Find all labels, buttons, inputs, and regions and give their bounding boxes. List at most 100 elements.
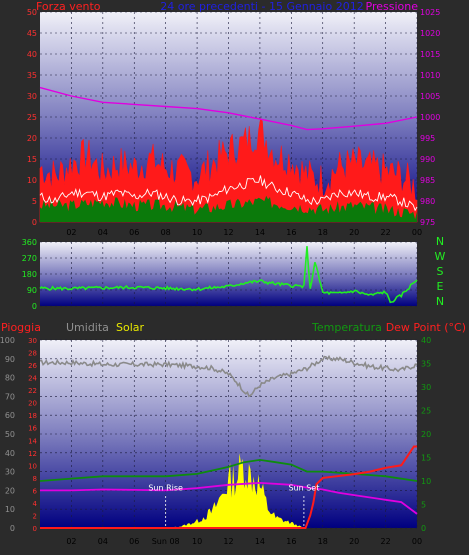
hum-tick-100: 100 <box>0 336 15 345</box>
temp-tick-20: 20 <box>421 430 431 439</box>
tick-right-1015: 1015 <box>420 50 440 59</box>
series-umidita <box>39 354 418 398</box>
series-dewpoint <box>40 481 418 515</box>
temp-tick-40: 40 <box>421 336 431 345</box>
tick-left-50: 50 <box>27 8 37 17</box>
title-umidita: Umidita <box>66 321 109 334</box>
series-pioggia <box>40 445 417 529</box>
temp-tick-5: 5 <box>421 501 426 510</box>
hum-tick-70: 70 <box>5 392 15 401</box>
tick-x-08: 08 <box>161 228 171 237</box>
tick-left-15: 15 <box>27 155 37 164</box>
hum-tick-0: 0 <box>10 524 15 533</box>
title-date: 24 ore precedenti - 15 Gennaio 2012 <box>160 0 363 13</box>
rh-tick-x-3: Sun 08 <box>152 537 180 546</box>
rain-tick-18: 18 <box>28 412 37 420</box>
tick-x-20: 20 <box>349 228 359 237</box>
panel-wind-pressure: Forza vento 24 ore precedenti - 15 Genna… <box>27 0 441 237</box>
rain-tick-20: 20 <box>28 400 37 408</box>
panel-rain-humidity: Pioggia Umidita Solar Temperatura Dew Po… <box>0 321 466 546</box>
series-pressione <box>39 86 418 131</box>
hum-tick-50: 50 <box>5 430 15 439</box>
rh-tick-x-5: 12 <box>223 537 233 546</box>
title-solar: Solar <box>116 321 145 334</box>
temp-tick-15: 15 <box>421 454 431 463</box>
hum-tick-80: 80 <box>5 374 15 383</box>
rh-tick-x-10: 22 <box>380 537 390 546</box>
temp-tick-0: 0 <box>421 524 426 533</box>
tick-right-985: 985 <box>420 176 435 185</box>
tick-left-35: 35 <box>27 71 37 80</box>
compass-E-3: E <box>437 280 444 293</box>
rain-tick-0: 0 <box>33 525 37 533</box>
tick-x-02: 02 <box>66 228 76 237</box>
series-solar <box>40 453 417 528</box>
tick-x-22: 22 <box>380 228 390 237</box>
title-pressione: Pressione <box>366 0 419 13</box>
tick-right-1020: 1020 <box>420 29 440 38</box>
tick-x-06: 06 <box>129 228 139 237</box>
compass-N-0: N <box>436 235 444 248</box>
rain-tick-2: 2 <box>33 512 37 520</box>
dir-tick-270: 270 <box>22 254 37 263</box>
tick-left-0: 0 <box>32 218 37 227</box>
series-gust <box>39 117 418 223</box>
rh-tick-x-4: 10 <box>192 537 202 546</box>
annotation-label-0: Sun Rise <box>148 483 183 492</box>
hum-tick-30: 30 <box>5 468 15 477</box>
tick-x-16: 16 <box>286 228 296 237</box>
tick-left-30: 30 <box>27 92 37 101</box>
rain-tick-22: 22 <box>28 387 37 395</box>
rh-tick-x-0: 02 <box>66 537 76 546</box>
series-low <box>40 195 417 222</box>
tick-x-10: 10 <box>192 228 202 237</box>
tick-x-14: 14 <box>255 228 265 237</box>
tick-right-995: 995 <box>420 134 435 143</box>
temp-tick-30: 30 <box>421 383 431 392</box>
series-mean <box>39 175 418 212</box>
rain-tick-10: 10 <box>28 462 37 470</box>
rain-tick-16: 16 <box>28 425 37 433</box>
tick-left-20: 20 <box>27 134 37 143</box>
title-dewpoint: Dew Point (°C) <box>386 321 466 334</box>
dir-tick-180: 180 <box>22 270 37 279</box>
rain-tick-12: 12 <box>28 450 37 458</box>
grid-2 <box>40 241 418 307</box>
title-pioggia: Pioggia <box>1 321 41 334</box>
tick-left-10: 10 <box>27 176 37 185</box>
compass-W-1: W <box>435 250 446 263</box>
rh-tick-x-9: 20 <box>349 537 359 546</box>
title-temperatura: Temperatura <box>311 321 382 334</box>
rain-tick-8: 8 <box>33 475 37 483</box>
tick-left-40: 40 <box>27 50 37 59</box>
tick-right-980: 980 <box>420 197 435 206</box>
rh-tick-x-8: 18 <box>318 537 328 546</box>
rh-tick-x-11: 00 <box>412 537 422 546</box>
hum-tick-40: 40 <box>5 449 15 458</box>
hum-tick-90: 90 <box>5 355 15 364</box>
temp-tick-35: 35 <box>421 360 431 369</box>
hum-tick-60: 60 <box>5 411 15 420</box>
rain-tick-14: 14 <box>28 437 37 445</box>
dir-tick-0: 0 <box>32 302 37 311</box>
temp-tick-25: 25 <box>421 407 431 416</box>
temp-tick-10: 10 <box>421 477 431 486</box>
hum-tick-10: 10 <box>5 505 15 514</box>
tick-right-1000: 1000 <box>420 113 440 122</box>
tick-left-5: 5 <box>32 197 37 206</box>
series-direzione <box>39 246 418 304</box>
tick-right-975: 975 <box>420 218 435 227</box>
rain-tick-30: 30 <box>28 337 37 345</box>
dir-tick-360: 360 <box>22 238 37 247</box>
compass-S-2: S <box>437 265 444 278</box>
title-forza-vento: Forza vento <box>36 0 101 13</box>
tick-left-25: 25 <box>27 113 37 122</box>
rain-tick-24: 24 <box>28 375 37 383</box>
tick-x-12: 12 <box>223 228 233 237</box>
rain-tick-4: 4 <box>33 500 38 508</box>
rain-tick-6: 6 <box>33 487 38 495</box>
tick-left-45: 45 <box>27 29 37 38</box>
rh-tick-x-7: 16 <box>286 537 296 546</box>
rain-tick-26: 26 <box>28 362 37 370</box>
